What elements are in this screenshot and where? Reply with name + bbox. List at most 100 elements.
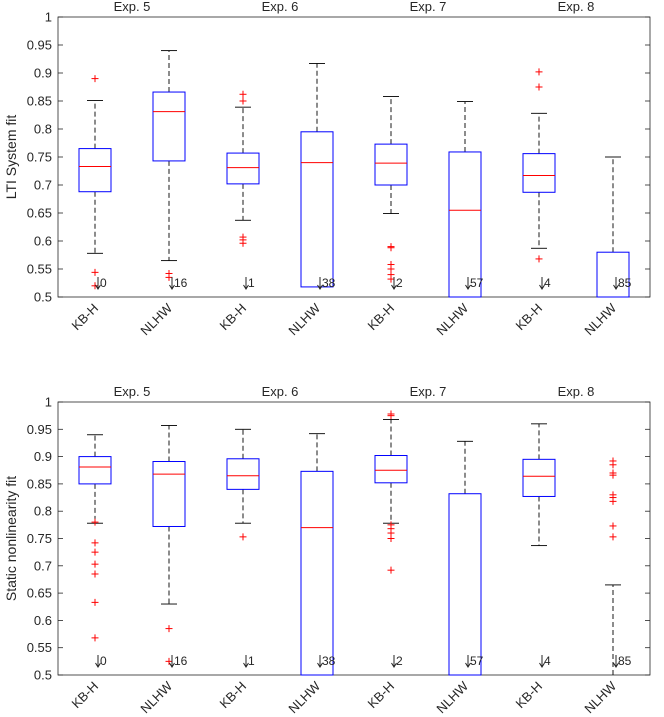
down-arrow-head (169, 284, 175, 290)
iqr-box (374, 455, 408, 484)
box-7: 4 KB-H (513, 68, 556, 333)
outlier-marker (91, 282, 99, 290)
box-2: 16 NLHW (137, 50, 188, 338)
y-tick-label: 0.95 (27, 422, 52, 437)
outlier-marker (165, 625, 173, 633)
below-range-indicator: 0 (95, 654, 107, 668)
x-tick-label: NLHW (137, 678, 175, 716)
down-arrow-head (613, 284, 619, 290)
below-range-indicator: 2 (391, 654, 403, 668)
down-arrow-head (465, 662, 471, 668)
outlier-marker (609, 522, 617, 530)
group-title: Exp. 6 (262, 0, 299, 14)
below-range-indicator: 4 (539, 654, 551, 668)
x-tick-label: KB-H (513, 679, 546, 712)
box-6: 57 NLHW (433, 101, 484, 338)
x-tick-label: KB-H (217, 679, 250, 712)
outlier-marker (91, 560, 99, 568)
below-range-count: 2 (396, 276, 403, 290)
below-range-indicator: 16 (169, 276, 188, 290)
box-1: 0 KB-H (69, 75, 112, 334)
group-title: Exp. 8 (558, 384, 595, 399)
below-range-indicator: 1 (243, 654, 255, 668)
outlier-marker (535, 255, 543, 263)
down-arrow-head (95, 284, 101, 290)
iqr-box (596, 251, 630, 298)
below-range-count: 0 (100, 654, 107, 668)
x-tick-label: KB-H (365, 679, 398, 712)
below-range-indicator: 1 (243, 276, 255, 290)
y-tick-label: 0.6 (34, 234, 52, 249)
outlier-marker (165, 273, 173, 281)
outlier-marker (387, 535, 395, 542)
iqr-box (152, 461, 186, 527)
box-3: 1 KB-H (217, 428, 260, 712)
box-5: 2 KB-H (365, 410, 408, 712)
below-range-count: 1 (248, 276, 255, 290)
iqr-box (448, 151, 482, 298)
outlier-marker (239, 239, 247, 247)
below-range-count: 4 (544, 276, 551, 290)
below-range-count: 4 (544, 654, 551, 668)
y-tick-label: 0.85 (27, 476, 52, 491)
down-arrow-head (95, 662, 101, 668)
group-title: Exp. 5 (114, 384, 151, 399)
x-tick-label: NLHW (581, 300, 619, 338)
y-tick-label: 1 (45, 10, 52, 25)
down-arrow-head (539, 662, 545, 668)
box-2: 16 NLHW (137, 425, 188, 716)
outlier-marker (91, 634, 99, 642)
down-arrow-head (391, 662, 397, 668)
iqr-box (300, 470, 334, 676)
group-title: Exp. 6 (262, 384, 299, 399)
below-range-indicator: 57 (465, 654, 484, 668)
outlier-marker (535, 68, 543, 76)
below-range-indicator: 85 (613, 276, 632, 290)
y-tick-label: 0.75 (27, 531, 52, 546)
below-range-count: 16 (174, 276, 188, 290)
outlier-marker (535, 83, 543, 91)
below-range-count: 1 (248, 654, 255, 668)
below-range-indicator: 38 (317, 654, 336, 668)
down-arrow-head (243, 284, 249, 290)
y-axis-label: Static nonlinearity fit (3, 476, 19, 601)
outlier-marker (91, 598, 99, 606)
x-tick-label: KB-H (69, 301, 102, 334)
below-range-count: 85 (618, 276, 632, 290)
down-arrow-head (317, 284, 323, 290)
outlier-marker (387, 275, 395, 283)
plot-area-frame (57, 16, 651, 298)
x-tick-label: NLHW (433, 300, 471, 338)
below-range-indicator: 16 (169, 654, 188, 668)
group-title: Exp. 8 (558, 0, 595, 14)
chart-panel-1: 0.5 0.55 0.6 0.65 0.7 0.75 0.8 0.85 0.9 0.95 1 LTI … (3, 0, 651, 338)
below-range-count: 85 (618, 654, 632, 668)
y-tick-label: 0.65 (27, 206, 52, 221)
outlier-marker (91, 75, 99, 83)
iqr-box (374, 143, 408, 186)
group-title: Exp. 7 (410, 0, 447, 14)
outlier-marker (609, 497, 617, 505)
box-7: 4 KB-H (513, 423, 556, 712)
box-5: 2 KB-H (365, 96, 408, 333)
y-tick-label: 0.85 (27, 94, 52, 109)
below-range-count: 2 (396, 654, 403, 668)
x-tick-label: KB-H (69, 679, 102, 712)
iqr-box (300, 131, 334, 288)
below-range-indicator: 38 (317, 276, 336, 290)
outlier-marker (609, 461, 617, 469)
iqr-box (226, 152, 260, 185)
iqr-box (78, 148, 112, 193)
below-range-count: 57 (470, 654, 484, 668)
y-axis-label: LTI System fit (3, 115, 19, 200)
below-range-indicator: 85 (613, 654, 632, 668)
y-tick-label: 0.55 (27, 640, 52, 655)
down-arrow-head (613, 662, 619, 668)
iqr-box (78, 456, 112, 485)
outlier-marker (91, 539, 99, 547)
down-arrow-head (317, 662, 323, 668)
below-range-count: 57 (470, 276, 484, 290)
outlier-marker (91, 518, 99, 526)
below-range-indicator: 0 (95, 276, 107, 290)
x-tick-label: KB-H (217, 301, 250, 334)
